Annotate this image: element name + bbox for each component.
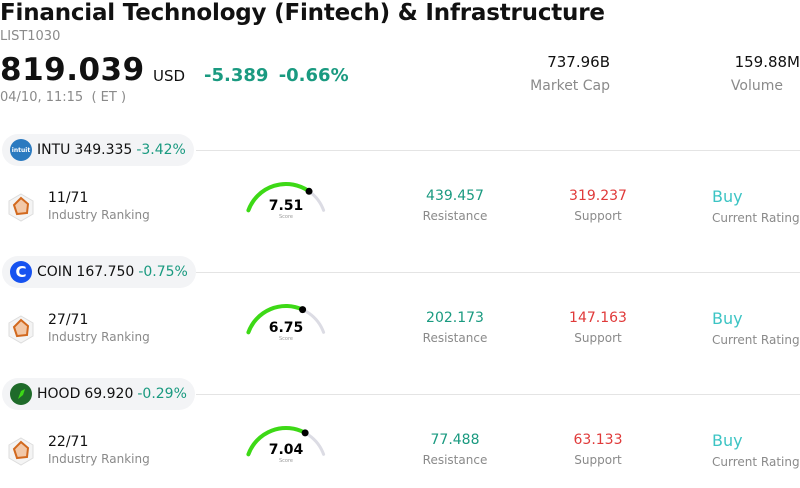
intuit-logo-icon: intuit [10,139,32,161]
stock-ticker-pill[interactable]: intuit INTU 349.335 -3.42% [2,134,194,166]
industry-ranking-value: 22/71 [48,434,89,450]
list-code: LIST1030 [0,29,61,44]
industry-ranking-label: Industry Ranking [48,330,150,344]
price-change: -5.389 -0.66% [204,65,349,86]
score-label: Score [279,214,293,220]
change-percent: -0.66% [278,65,349,86]
change-value: -5.389 [204,65,269,86]
score-value: 6.75 [269,320,304,336]
support-label: Support [574,453,622,467]
score-gauge-fill [246,426,308,457]
score-value: 7.51 [269,198,304,214]
resistance-value: 202.173 [426,310,484,326]
industry-ranking-icon [8,315,34,344]
support-label: Support [574,331,622,345]
current-rating-value[interactable]: Buy [712,431,743,450]
market-cap-label: Market Cap [530,78,610,94]
industry-ranking-value: 11/71 [48,190,89,206]
industry-ranking-icon [8,193,34,222]
current-rating-label: Current Rating [712,455,800,469]
stock-change-percent: -0.29% [137,386,187,402]
resistance-label: Resistance [422,453,488,467]
robinhood-logo-icon [10,383,32,405]
current-rating-value[interactable]: Buy [712,309,743,328]
divider [196,272,800,273]
industry-ranking-label: Industry Ranking [48,452,150,466]
stock-ticker: INTU [37,142,71,158]
stock-change-percent: -3.42% [136,142,186,158]
score-label: Score [279,336,293,342]
stock-price: 167.750 [76,264,135,280]
support-value: 147.163 [569,310,627,326]
support-label: Support [574,209,622,223]
resistance-label: Resistance [422,331,488,345]
support-value: 319.237 [569,188,627,204]
divider [196,150,800,151]
volume-value: 159.88M [734,53,800,71]
score-gauge-marker [299,306,307,314]
current-rating-label: Current Rating [712,333,800,347]
page-title: Financial Technology (Fintech) & Infrast… [0,0,605,26]
resistance-value: 439.457 [426,188,484,204]
score-gauge-fill [246,304,305,335]
stock-ticker-pill[interactable]: C COIN 167.750 -0.75% [2,256,196,288]
score-gauge-marker [305,187,313,195]
industry-ranking-label: Industry Ranking [48,208,150,222]
index-price: 819.039 [0,52,145,88]
support-value: 63.133 [573,432,623,448]
currency-label: USD [153,67,186,85]
score-gauge-fill [246,182,312,213]
stock-price: 349.335 [74,142,133,158]
current-rating-label: Current Rating [712,211,800,225]
score-label: Score [279,458,293,464]
volume-label: Volume [730,78,783,94]
stock-change-percent: -0.75% [138,264,188,280]
stock-ticker: COIN [37,264,73,280]
score-gauge-marker [301,429,309,437]
timestamp: 04/10, 11:15 ( ET ) [0,90,127,105]
stock-ticker-pill[interactable]: HOOD 69.920 -0.29% [2,378,195,410]
current-rating-value[interactable]: Buy [712,187,743,206]
resistance-label: Resistance [422,209,488,223]
resistance-value: 77.488 [430,432,480,448]
industry-ranking-value: 27/71 [48,312,89,328]
coinbase-logo-icon: C [10,261,32,283]
stock-price: 69.920 [84,386,134,402]
market-cap-value: 737.96B [547,53,610,71]
stock-ticker: HOOD [37,386,81,402]
divider [196,394,800,395]
industry-ranking-icon [8,437,34,466]
score-value: 7.04 [269,442,304,458]
